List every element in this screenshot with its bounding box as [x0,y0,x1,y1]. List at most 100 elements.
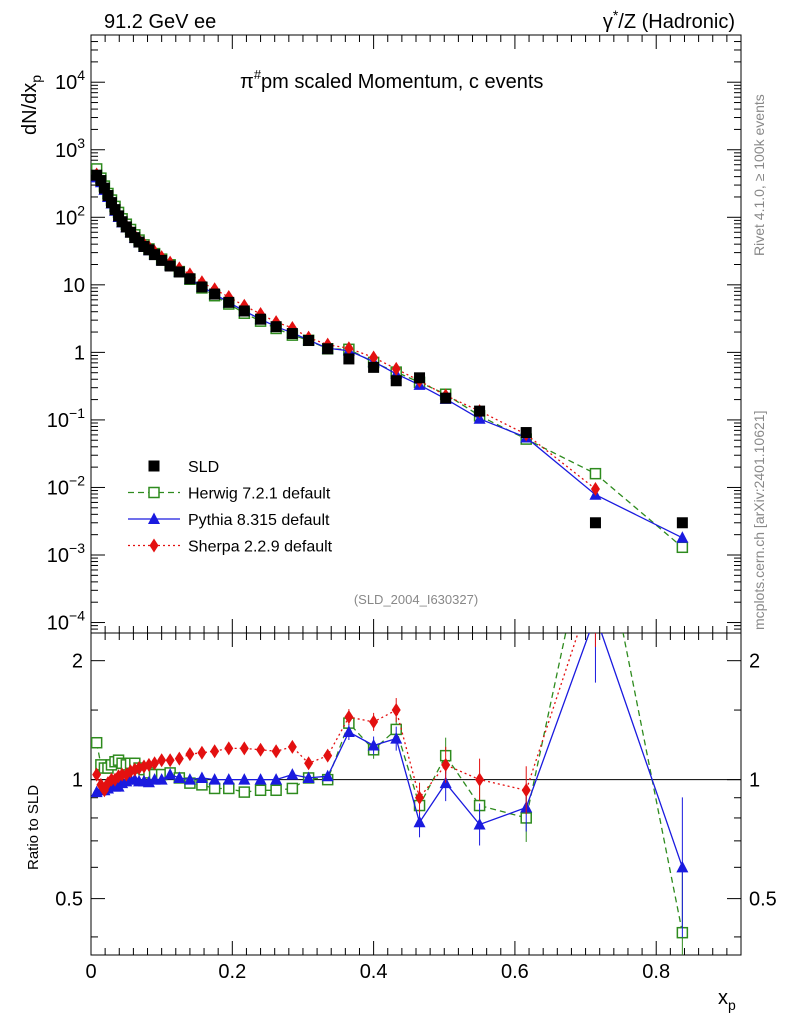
sherpa-ratio-point [304,756,314,771]
sld-point [440,392,452,404]
sld-point [102,190,114,202]
y-tick-label: 1 [74,342,85,364]
herwig-ratio-point [238,786,251,798]
sherpa-ratio-point [210,744,220,759]
rivet-label: Rivet 4.1.0, ≥ 100k events [751,94,767,256]
sherpa-ratio-point [521,783,531,798]
sherpa-point [344,341,354,356]
herwig-point [589,467,602,480]
sherpa-ratio-point [256,742,266,757]
sld-point [98,182,110,194]
sld-point [390,375,402,387]
pythia-ratio-point [254,773,267,785]
sherpa-ratio-point [271,744,281,759]
sld-point [368,361,380,373]
x-tick-label: 0.4 [360,961,388,983]
x-tick-label: 0.2 [218,961,246,983]
y-tick-label: 10−1 [47,405,85,432]
sherpa-ratio-point [197,745,207,760]
legend: SLD Herwig 7.2.1 default Pythia 8.315 defa… [128,459,333,556]
sherpa-ratio-point [391,703,401,718]
y-tick-label: 104 [55,67,85,94]
sherpa-ratio-point [287,739,297,754]
sherpa-ratio-point [150,756,160,771]
sherpa-ratio-point [475,772,485,787]
herwig-ratio-line [96,633,684,933]
sld-point [209,288,221,300]
sld-point [322,343,334,355]
herwig-point [676,541,689,554]
sherpa-ratio-point [224,741,234,756]
sld-point [149,249,161,261]
sld-point [109,204,121,216]
legend-sld-marker [148,460,160,472]
sld-point [95,175,107,187]
pythia-ratio-point [164,768,177,780]
x-axis-label: xp [718,987,736,1013]
pythia-ratio-point [302,771,315,783]
herwig-ratio-point [286,782,299,795]
ratio-series-layer [91,573,689,955]
sld-point [143,244,155,256]
y-tick-label: 10−4 [47,608,85,635]
ratio-tick-label: 1 [72,770,83,792]
sld-point [184,273,196,285]
y-axis-label: dN/dxp [19,75,44,135]
sld-point [303,334,315,346]
sld-point [474,405,486,417]
pythia-ratio-point [676,860,689,873]
sherpa-point [391,361,401,376]
ratio-tick-label-right: 1 [749,770,760,792]
legend-herwig-marker [148,486,160,499]
pythia-ratio-point [195,771,208,783]
pythia-point [676,531,689,543]
legend-sherpa-marker [149,538,159,553]
legend-pythia-marker [148,512,160,524]
ratio-tick-label: 2 [72,651,83,673]
sherpa-ratio-line [96,633,579,800]
pythia-ratio-point [286,768,299,780]
pythia-ratio-point [208,773,221,785]
pythia-ratio-point [473,818,486,830]
sld-point [589,517,601,529]
sld-point [520,427,532,439]
legend-herwig-label: Herwig 7.2.1 default [188,486,331,503]
pythia-ratio-point [589,609,601,621]
pythia-ratio-point [342,725,355,737]
sld-point [173,266,185,278]
sld-point [164,260,176,272]
ratio-axis-label: Ratio to SLD [25,785,42,870]
pythia-ratio-point [155,773,168,785]
plot-title: π#pm scaled Momentum, c events [240,67,543,93]
pythia-ratio-point [270,773,283,785]
main-series-layer [91,163,689,554]
sherpa-ratio-point [157,753,167,768]
y-tick-label: 102 [55,202,85,229]
legend-sld-label: SLD [188,459,219,476]
herwig-ratio-point [270,784,282,797]
sld-point [196,281,208,293]
herwig-ratio-point [254,784,267,797]
sherpa-ratio-point [323,748,333,763]
sherpa-ratio-point [344,710,354,725]
sherpa-ratio-point [369,714,379,729]
sld-point [113,210,125,222]
sld-point [223,296,235,308]
herwig-ratio-point [91,736,103,749]
pythia-ratio-point [413,815,426,828]
sherpa-ratio-point [591,573,600,587]
sld-point [105,197,117,209]
sld-point [343,353,355,365]
sherpa-ratio-point [239,741,249,756]
sherpa-ratio-point [185,747,195,762]
sherpa-ratio-point [441,757,451,772]
sherpa-point [590,481,600,496]
pythia-ratio-line [96,633,684,868]
pythia-ratio-point [222,773,235,785]
sherpa-ratio-point [415,790,425,805]
pythia-ratio-point [183,773,196,785]
sherpa-ratio-point [165,753,175,768]
herwig-ratio-point [223,782,235,795]
sherpa-ratio-point [144,757,154,772]
